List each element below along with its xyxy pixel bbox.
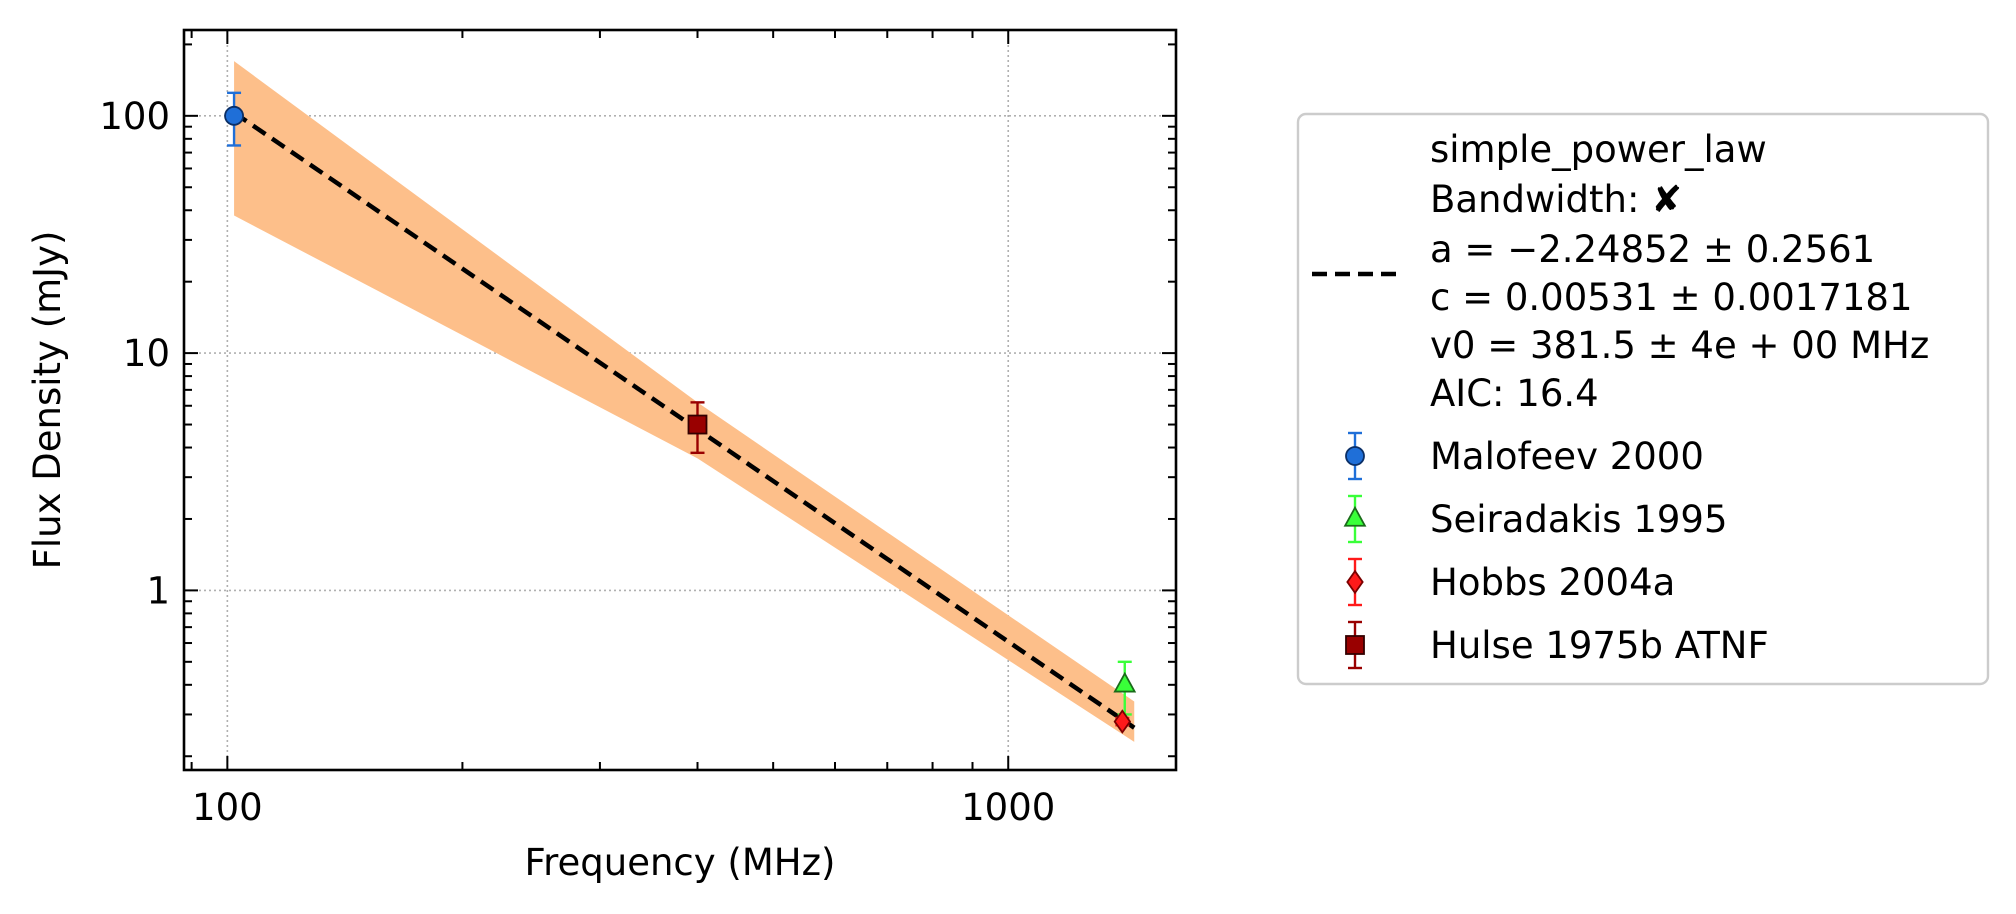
legend-label: Seiradakis 1995 [1430,498,1727,541]
legend-fit-line-4: AIC: 16.4 [1430,372,1599,415]
y-tick-label: 1 [146,569,170,612]
legend-entry: Seiradakis 1995 [1343,494,1727,544]
data-point [224,105,244,126]
legend-marker [1343,505,1367,527]
legend-label: Malofeev 2000 [1430,435,1704,478]
legend-box [1296,112,1990,686]
legend-entry: Hobbs 2004a [1346,557,1675,607]
x-axis-title: Frequency (MHz) [525,841,836,884]
y-tick-label: 10 [123,332,170,375]
data-points-layer [224,91,1137,734]
y-axis-title: Flux Density (mJy) [26,231,69,570]
series-hobbs-2004a [1113,709,1132,734]
legend-label: Hobbs 2004a [1430,561,1675,604]
data-point [687,414,708,435]
legend-marker [1345,446,1365,466]
series-malofeev-2000 [224,91,244,147]
data-point [1113,709,1132,734]
legend-marker [1345,635,1365,655]
axes: 100 1000 1 10 100 [99,28,1178,829]
x-tick-label: 100 [192,786,263,829]
fit-uncertainty-band [234,61,1135,742]
legend-label: Hulse 1975b ATNF [1430,624,1769,667]
series-hulse-1975b-atnf [687,401,708,455]
legend-fit-line-2: c = 0.00531 ± 0.0017181 [1430,276,1912,319]
y-tick-label: 100 [99,95,170,138]
legend-fit-line-3: v0 = 381.5 ± 4e + 00 MHz [1430,324,1929,367]
legend-fit-model: simple_power_law [1430,128,1767,171]
legend-entry: Hulse 1975b ATNF [1345,620,1769,670]
fit-band-layer [234,61,1135,742]
plot-frame [182,28,1178,772]
legend-marker [1346,569,1364,595]
fit-line-layer [232,110,1136,730]
data-point [1113,671,1137,693]
legend-fit-line-1: a = −2.24852 ± 0.2561 [1430,228,1875,271]
fit-line [232,110,1136,730]
legend: simple_power_law Bandwidth: ✘ a = −2.24852… [1296,112,1990,686]
legend-fit-bandwidth: Bandwidth: ✘ [1430,178,1682,221]
x-tick-label: 1000 [961,786,1055,829]
legend-entry: Malofeev 2000 [1345,431,1704,481]
